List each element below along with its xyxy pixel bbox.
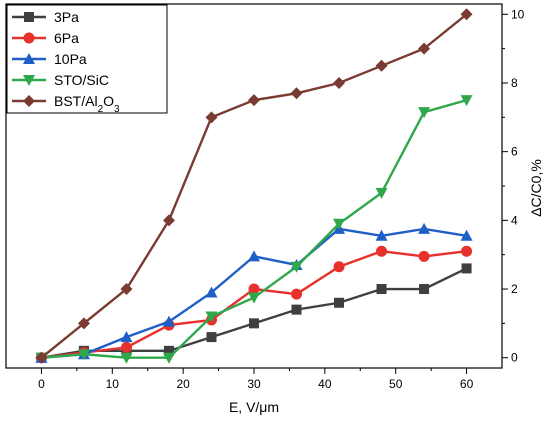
data-point	[461, 245, 473, 257]
data-point	[460, 95, 473, 107]
axes: 0 10 20 30 40 50 60 0 2 4 6 8 10	[5, 3, 525, 391]
data-point	[120, 352, 133, 364]
data-point	[205, 311, 218, 323]
y-tick-label: 6	[511, 145, 518, 159]
data-point	[375, 229, 388, 241]
series-line	[41, 267, 468, 359]
y-tick-label: 2	[511, 282, 518, 296]
data-point	[333, 76, 346, 89]
legend-marker	[23, 95, 35, 107]
data-point	[461, 263, 472, 274]
legend-marker	[23, 75, 35, 86]
y-tick-label: 4	[511, 213, 518, 227]
y-tick-label: 0	[511, 351, 518, 365]
series-1	[35, 245, 473, 364]
data-point	[418, 42, 431, 55]
data-point	[290, 87, 303, 100]
legend-item: 10Pa	[12, 51, 87, 67]
data-point	[248, 283, 260, 295]
data-point	[120, 283, 133, 296]
data-point	[418, 107, 431, 119]
x-axis-title: E, V/μm	[229, 399, 279, 415]
data-point	[35, 351, 48, 364]
legend-marker	[23, 32, 35, 44]
data-point	[418, 222, 431, 234]
data-point	[333, 218, 346, 230]
data-point	[291, 304, 302, 315]
data-point	[205, 286, 218, 298]
data-point	[334, 297, 345, 308]
legend-label: 10Pa	[54, 51, 87, 67]
series-4	[35, 8, 473, 364]
legend-item: 3Pa	[12, 9, 79, 25]
data-point	[376, 284, 387, 295]
data-point	[418, 250, 430, 262]
x-tick-label: 10	[106, 377, 120, 391]
y-tick-label: 10	[511, 7, 525, 21]
x-tick-label: 40	[318, 377, 332, 391]
data-point	[249, 318, 259, 329]
legend-marker	[24, 12, 34, 22]
legend-label: STO/SiC	[54, 72, 109, 88]
data-point	[375, 187, 388, 199]
data-point	[162, 214, 175, 227]
data-point	[291, 288, 303, 300]
data-point	[206, 332, 217, 343]
data-point	[120, 331, 133, 343]
legend-label: 6Pa	[54, 30, 79, 46]
data-point	[419, 284, 430, 295]
y-tick-label: 8	[511, 76, 518, 90]
data-point	[205, 111, 218, 124]
data-point	[120, 341, 132, 353]
data-point	[163, 345, 174, 356]
data-point	[248, 250, 260, 262]
data-point	[248, 292, 260, 304]
y-axis-title: ΔC/C0,%	[528, 159, 544, 217]
data-point	[460, 8, 473, 21]
legend-marker	[23, 53, 35, 64]
legend-item: 6Pa	[12, 30, 79, 46]
x-tick-label: 0	[38, 377, 45, 391]
data-point	[77, 349, 90, 361]
data-point	[376, 245, 388, 257]
data-point	[375, 59, 388, 72]
data-point	[77, 317, 90, 330]
data-point	[333, 261, 345, 273]
legend-label: 3Pa	[54, 9, 79, 25]
data-point	[162, 352, 175, 364]
data-point	[290, 261, 303, 273]
data-point	[460, 229, 473, 241]
data-point	[162, 315, 175, 327]
legend-item: STO/SiC	[12, 72, 109, 88]
x-tick-label: 20	[176, 377, 190, 391]
x-tick-label: 30	[247, 377, 261, 391]
series-layer	[35, 8, 473, 364]
x-tick-label: 50	[389, 377, 403, 391]
x-tick-label: 60	[460, 377, 474, 391]
series-line	[41, 250, 467, 359]
data-point	[248, 94, 260, 107]
